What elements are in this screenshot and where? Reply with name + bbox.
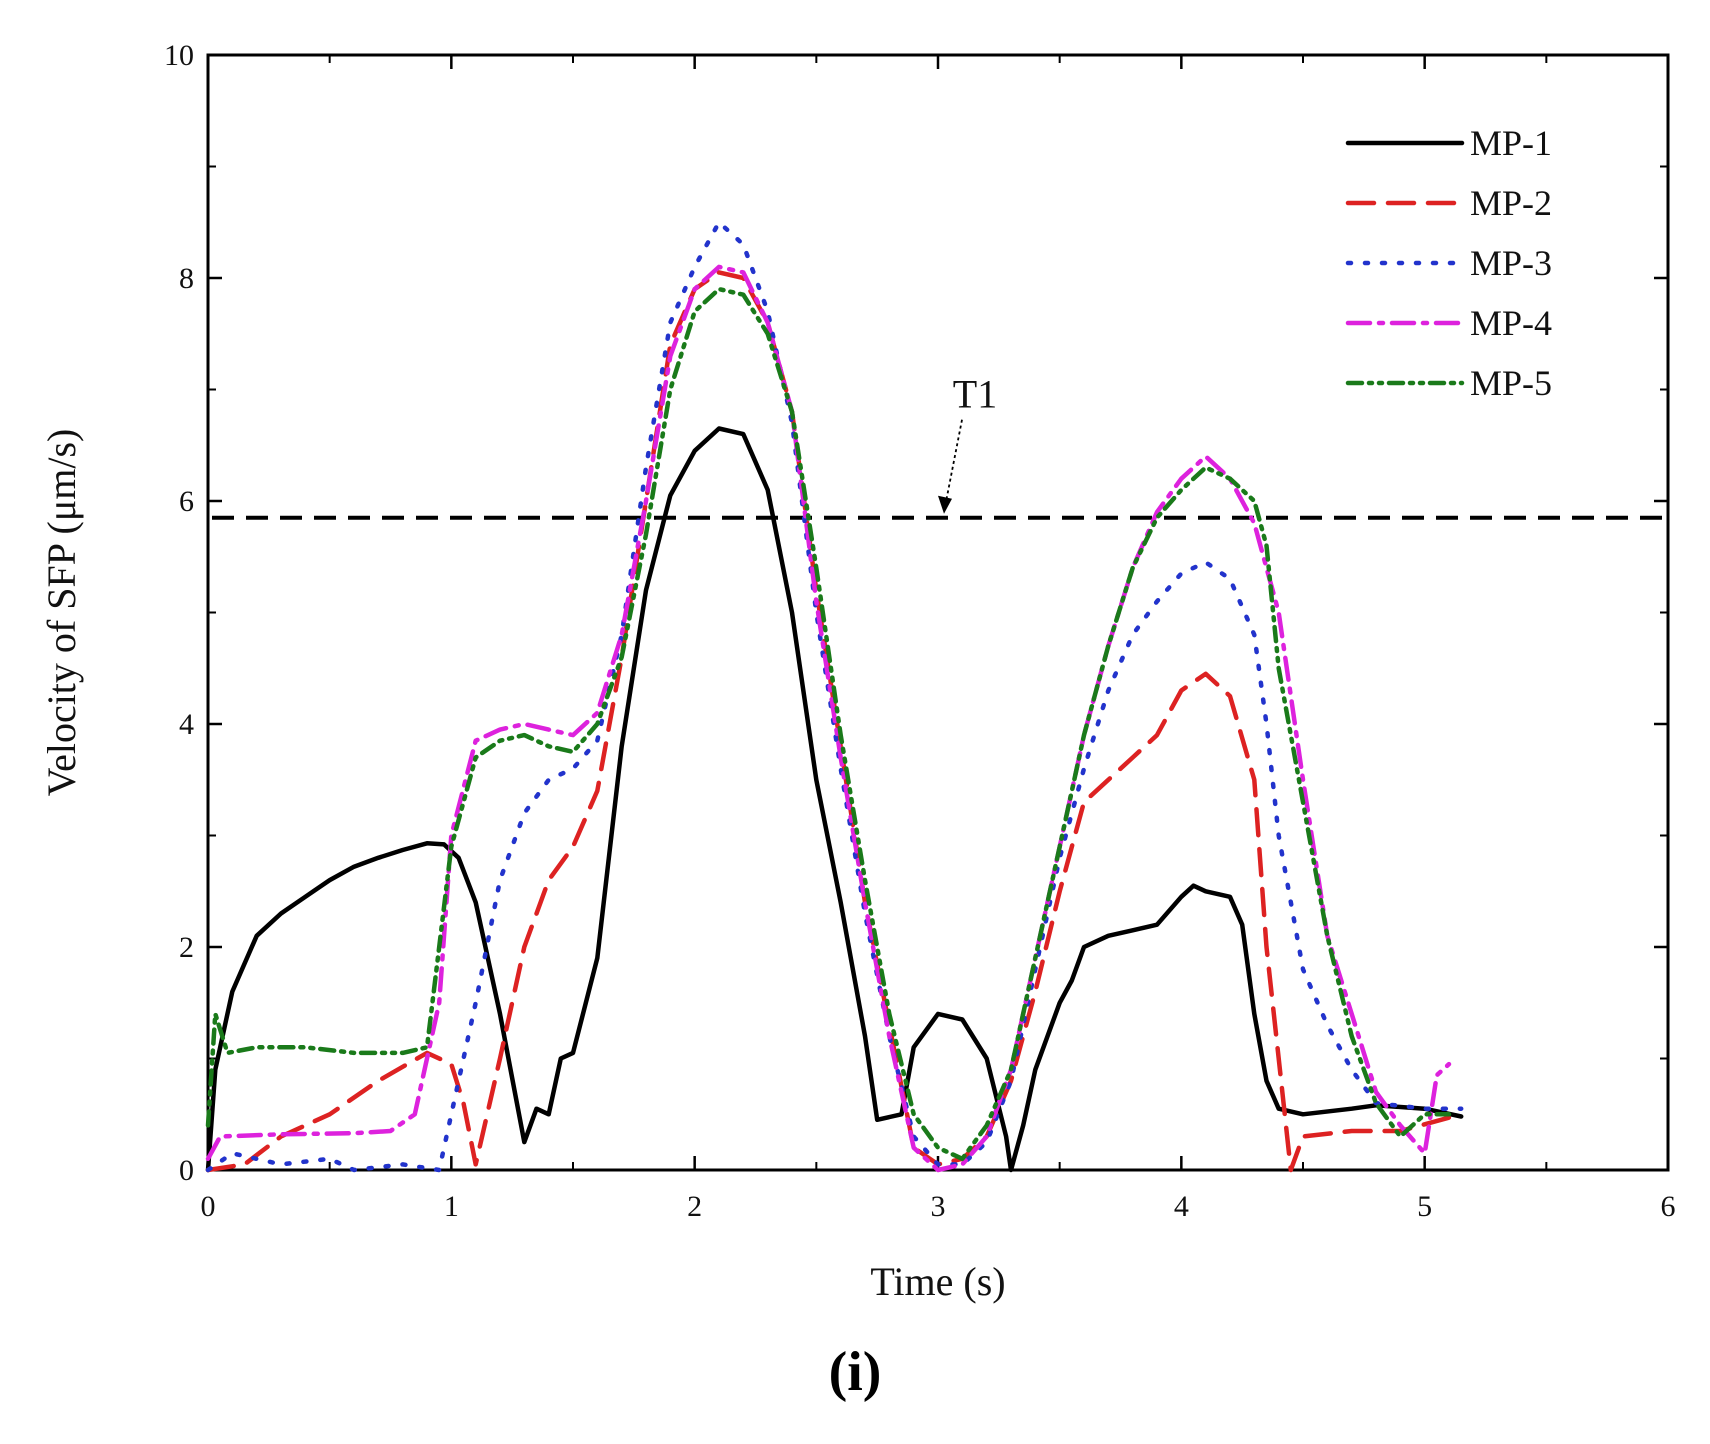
plot-area <box>206 53 1670 1172</box>
y-tick-label: 4 <box>179 708 194 741</box>
panel-label: (i) <box>828 1341 882 1403</box>
series-line-mp-4 <box>205 264 1452 1173</box>
x-tick-label: 1 <box>444 1190 459 1223</box>
legend-label: MP-4 <box>1470 303 1552 343</box>
legend-label: MP-3 <box>1470 243 1552 283</box>
series-line-mp-5 <box>205 286 1452 1162</box>
series-line-mp-3 <box>205 220 1464 1173</box>
y-tick-label: 2 <box>179 931 194 964</box>
x-tick-label: 5 <box>1417 1190 1432 1223</box>
legend-label: MP-5 <box>1470 363 1552 403</box>
y-tick-label: 6 <box>179 485 194 518</box>
y-tick-label: 8 <box>179 262 194 295</box>
plot-frame <box>206 53 1670 1172</box>
x-tick-label: 6 <box>1661 1190 1676 1223</box>
x-tick-label: 0 <box>201 1190 216 1223</box>
threshold-arrowhead <box>938 495 952 514</box>
x-tick-label: 3 <box>931 1190 946 1223</box>
x-tick-label: 2 <box>687 1190 702 1223</box>
x-tick-label: 4 <box>1174 1190 1189 1223</box>
threshold-group: T1 <box>212 372 1666 520</box>
legend-label: MP-1 <box>1470 123 1552 163</box>
y-tick-label: 10 <box>164 39 194 72</box>
legend: MP-1 MP-2 MP-3 MP-4 MP-5 <box>1345 123 1552 403</box>
threshold-arrow <box>945 419 963 502</box>
y-tick-label: 0 <box>179 1154 194 1187</box>
x-axis-title: Time (s) <box>870 1259 1005 1304</box>
series-line-mp-1 <box>205 426 1464 1173</box>
threshold-label: T1 <box>953 372 997 417</box>
y-axis-title: Velocity of SFP (μm/s) <box>39 429 84 797</box>
axis-ticks: 0 1 2 3 4 5 6 0 2 4 6 8 10 <box>164 39 1676 1223</box>
legend-label: MP-2 <box>1470 183 1552 223</box>
series-group <box>205 220 1464 1173</box>
series-line-mp-2 <box>205 270 1464 1173</box>
